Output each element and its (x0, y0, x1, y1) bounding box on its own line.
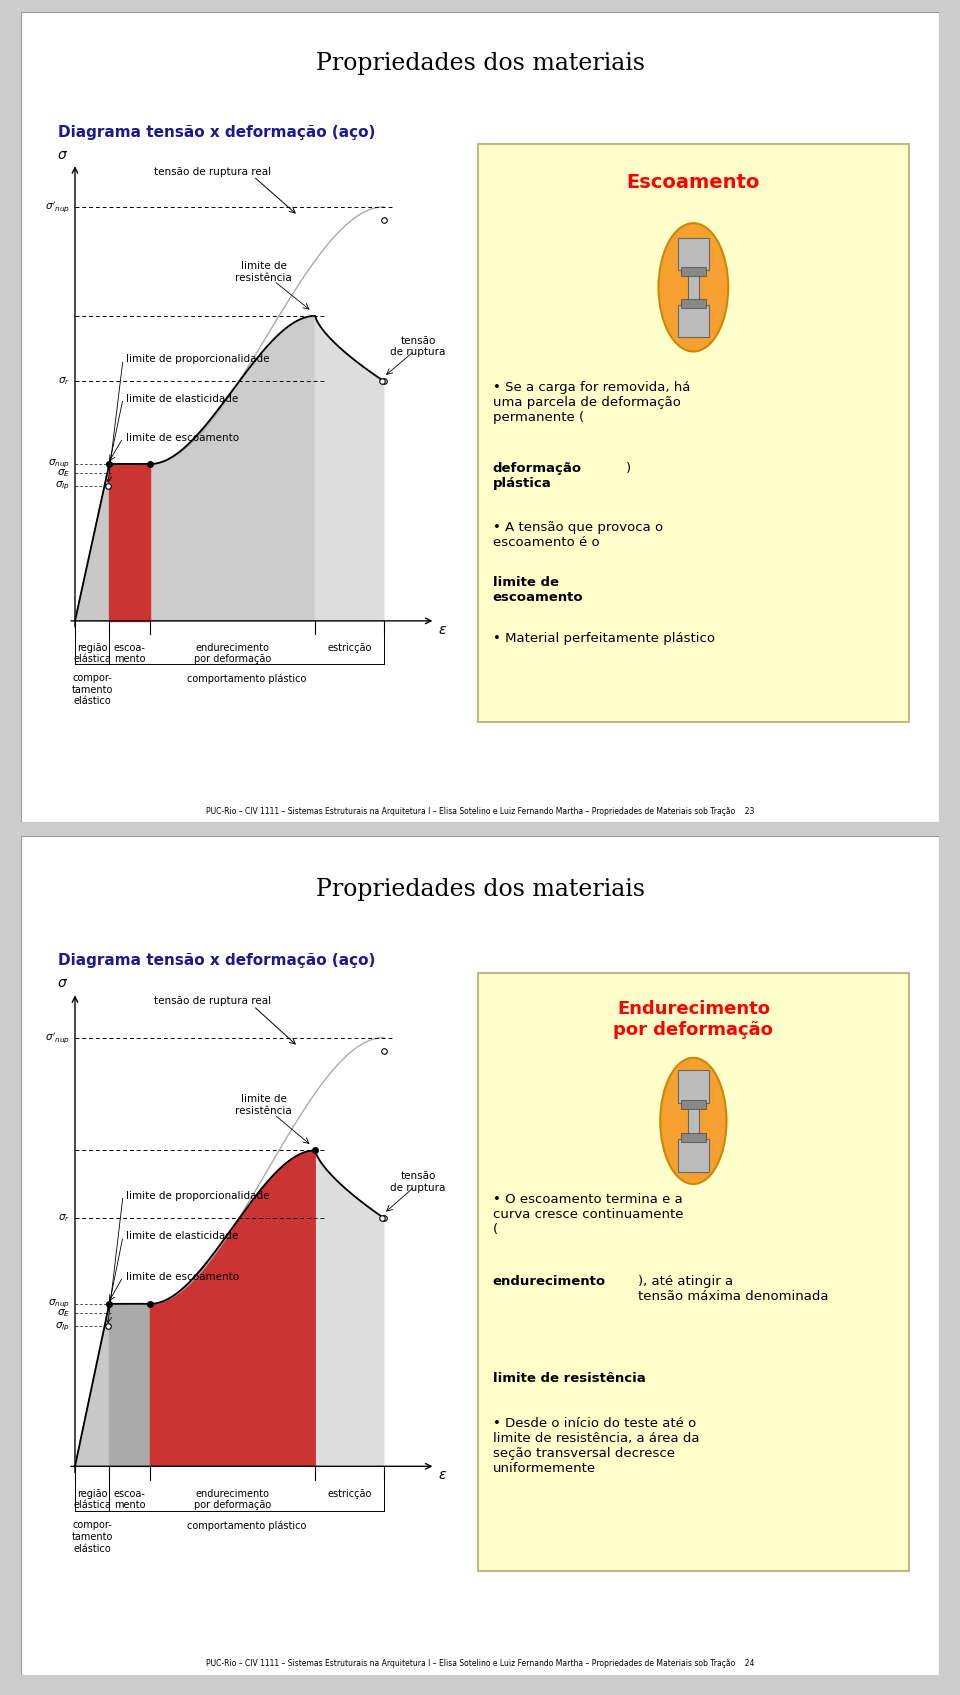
Polygon shape (315, 315, 384, 620)
Polygon shape (109, 464, 151, 620)
Text: compor-
tamento
elástico: compor- tamento elástico (71, 1520, 113, 1554)
Polygon shape (315, 1151, 384, 1466)
Bar (688, 1103, 699, 1139)
Bar (678, 1139, 708, 1173)
Polygon shape (151, 1151, 315, 1466)
Bar (682, 266, 706, 276)
Text: • O escoamento termina e a
curva cresce continuamente
(: • O escoamento termina e a curva cresce … (492, 1193, 684, 1236)
Text: Diagrama tensão x deformação (aço): Diagrama tensão x deformação (aço) (58, 953, 375, 968)
Bar (678, 305, 708, 337)
Text: estricção: estricção (327, 642, 372, 653)
Text: tensão
de ruptura: tensão de ruptura (391, 336, 445, 358)
Ellipse shape (659, 224, 729, 351)
Polygon shape (151, 315, 315, 620)
FancyBboxPatch shape (477, 144, 909, 722)
Text: • A tensão que provoca o
escoamento é o: • A tensão que provoca o escoamento é o (492, 520, 663, 549)
Text: tensão de ruptura real: tensão de ruptura real (154, 997, 271, 1007)
Text: estricção: estricção (327, 1488, 372, 1498)
Bar (678, 1070, 708, 1103)
Text: Propriedades dos materiais: Propriedades dos materiais (316, 53, 644, 75)
Text: limite de proporcionalidade: limite de proporcionalidade (127, 354, 270, 364)
Text: $\sigma'_{nup}$: $\sigma'_{nup}$ (45, 1031, 70, 1046)
Text: $\sigma_r$: $\sigma_r$ (58, 375, 70, 386)
Text: escoa-
mento: escoa- mento (114, 1488, 146, 1510)
Text: tensão
de ruptura: tensão de ruptura (391, 1171, 445, 1193)
Text: região
elástica: região elástica (73, 642, 111, 664)
Text: limite de
escoamento: limite de escoamento (492, 576, 584, 603)
Text: região
elástica: região elástica (73, 1488, 111, 1510)
Text: $\sigma_E$: $\sigma_E$ (57, 1307, 70, 1319)
Text: • Material perfeitamente plástico: • Material perfeitamente plástico (492, 632, 715, 644)
Text: $\sigma$: $\sigma$ (58, 976, 68, 990)
Text: Propriedades dos materiais: Propriedades dos materiais (316, 878, 644, 900)
Text: $\sigma_{nup}$: $\sigma_{nup}$ (48, 458, 70, 470)
Text: $\sigma$: $\sigma$ (58, 147, 68, 161)
Text: deformação
plástica: deformação plástica (492, 463, 582, 490)
Text: $\sigma_{nup}$: $\sigma_{nup}$ (48, 1298, 70, 1310)
Text: Escoamento: Escoamento (627, 173, 760, 192)
Ellipse shape (660, 1058, 727, 1185)
Text: endurecimento
por deformação: endurecimento por deformação (194, 642, 272, 664)
Text: ): ) (626, 463, 631, 475)
Text: limite de resistência: limite de resistência (492, 1371, 645, 1385)
Text: limite de proporcionalidade: limite de proporcionalidade (127, 1190, 270, 1200)
Bar (682, 1132, 706, 1142)
FancyBboxPatch shape (477, 973, 909, 1571)
Text: PUC-Rio – CIV 1111 – Sistemas Estruturais na Arquitetura I – Elisa Sotelino e Lu: PUC-Rio – CIV 1111 – Sistemas Estruturai… (205, 1659, 755, 1668)
Text: PUC-Rio – CIV 1111 – Sistemas Estruturais na Arquitetura I – Elisa Sotelino e Lu: PUC-Rio – CIV 1111 – Sistemas Estruturai… (205, 807, 755, 815)
Text: limite de elasticidade: limite de elasticidade (127, 1231, 239, 1241)
Text: comportamento plástico: comportamento plástico (187, 673, 306, 683)
Text: limite de escoamento: limite de escoamento (127, 432, 240, 442)
Bar (688, 270, 699, 305)
Bar (678, 237, 708, 270)
Text: Endurecimento
por deformação: Endurecimento por deformação (613, 1000, 774, 1039)
Text: limite de elasticidade: limite de elasticidade (127, 393, 239, 403)
Polygon shape (75, 464, 109, 620)
Text: escoa-
mento: escoa- mento (114, 642, 146, 664)
Text: tensão de ruptura real: tensão de ruptura real (154, 168, 271, 176)
Text: $\sigma_r$: $\sigma_r$ (58, 1212, 70, 1224)
Text: ), até atingir a
tensão máxima denominada: ), até atingir a tensão máxima denominad… (637, 1275, 828, 1319)
Text: endurecimento: endurecimento (492, 1275, 606, 1288)
Text: $\sigma_{lp}$: $\sigma_{lp}$ (55, 480, 70, 492)
Text: $\sigma_E$: $\sigma_E$ (57, 466, 70, 478)
Text: limite de
resistência: limite de resistência (235, 261, 292, 283)
Text: • Se a carga for removida, há
uma parcela de deformação
permanente (: • Se a carga for removida, há uma parcel… (492, 381, 690, 424)
Text: $\varepsilon$: $\varepsilon$ (438, 1468, 446, 1483)
Bar (682, 1100, 706, 1109)
Text: limite de
resistência: limite de resistência (235, 1095, 292, 1115)
Text: • Desde o início do teste até o
limite de resistência, a área da
seção transvers: • Desde o início do teste até o limite d… (492, 1417, 699, 1475)
Text: $\sigma'_{nup}$: $\sigma'_{nup}$ (45, 200, 70, 214)
Text: limite de escoamento: limite de escoamento (127, 1271, 240, 1281)
Text: Diagrama tensão x deformação (aço): Diagrama tensão x deformação (aço) (58, 125, 375, 141)
Text: endurecimento
por deformação: endurecimento por deformação (194, 1488, 272, 1510)
Polygon shape (75, 1303, 109, 1466)
Text: $\sigma_{lp}$: $\sigma_{lp}$ (55, 1320, 70, 1332)
Text: compor-
tamento
elástico: compor- tamento elástico (71, 673, 113, 707)
Text: $\varepsilon$: $\varepsilon$ (438, 622, 446, 637)
Text: comportamento plástico: comportamento plástico (187, 1520, 306, 1531)
Polygon shape (109, 1303, 151, 1466)
Bar (682, 298, 706, 308)
